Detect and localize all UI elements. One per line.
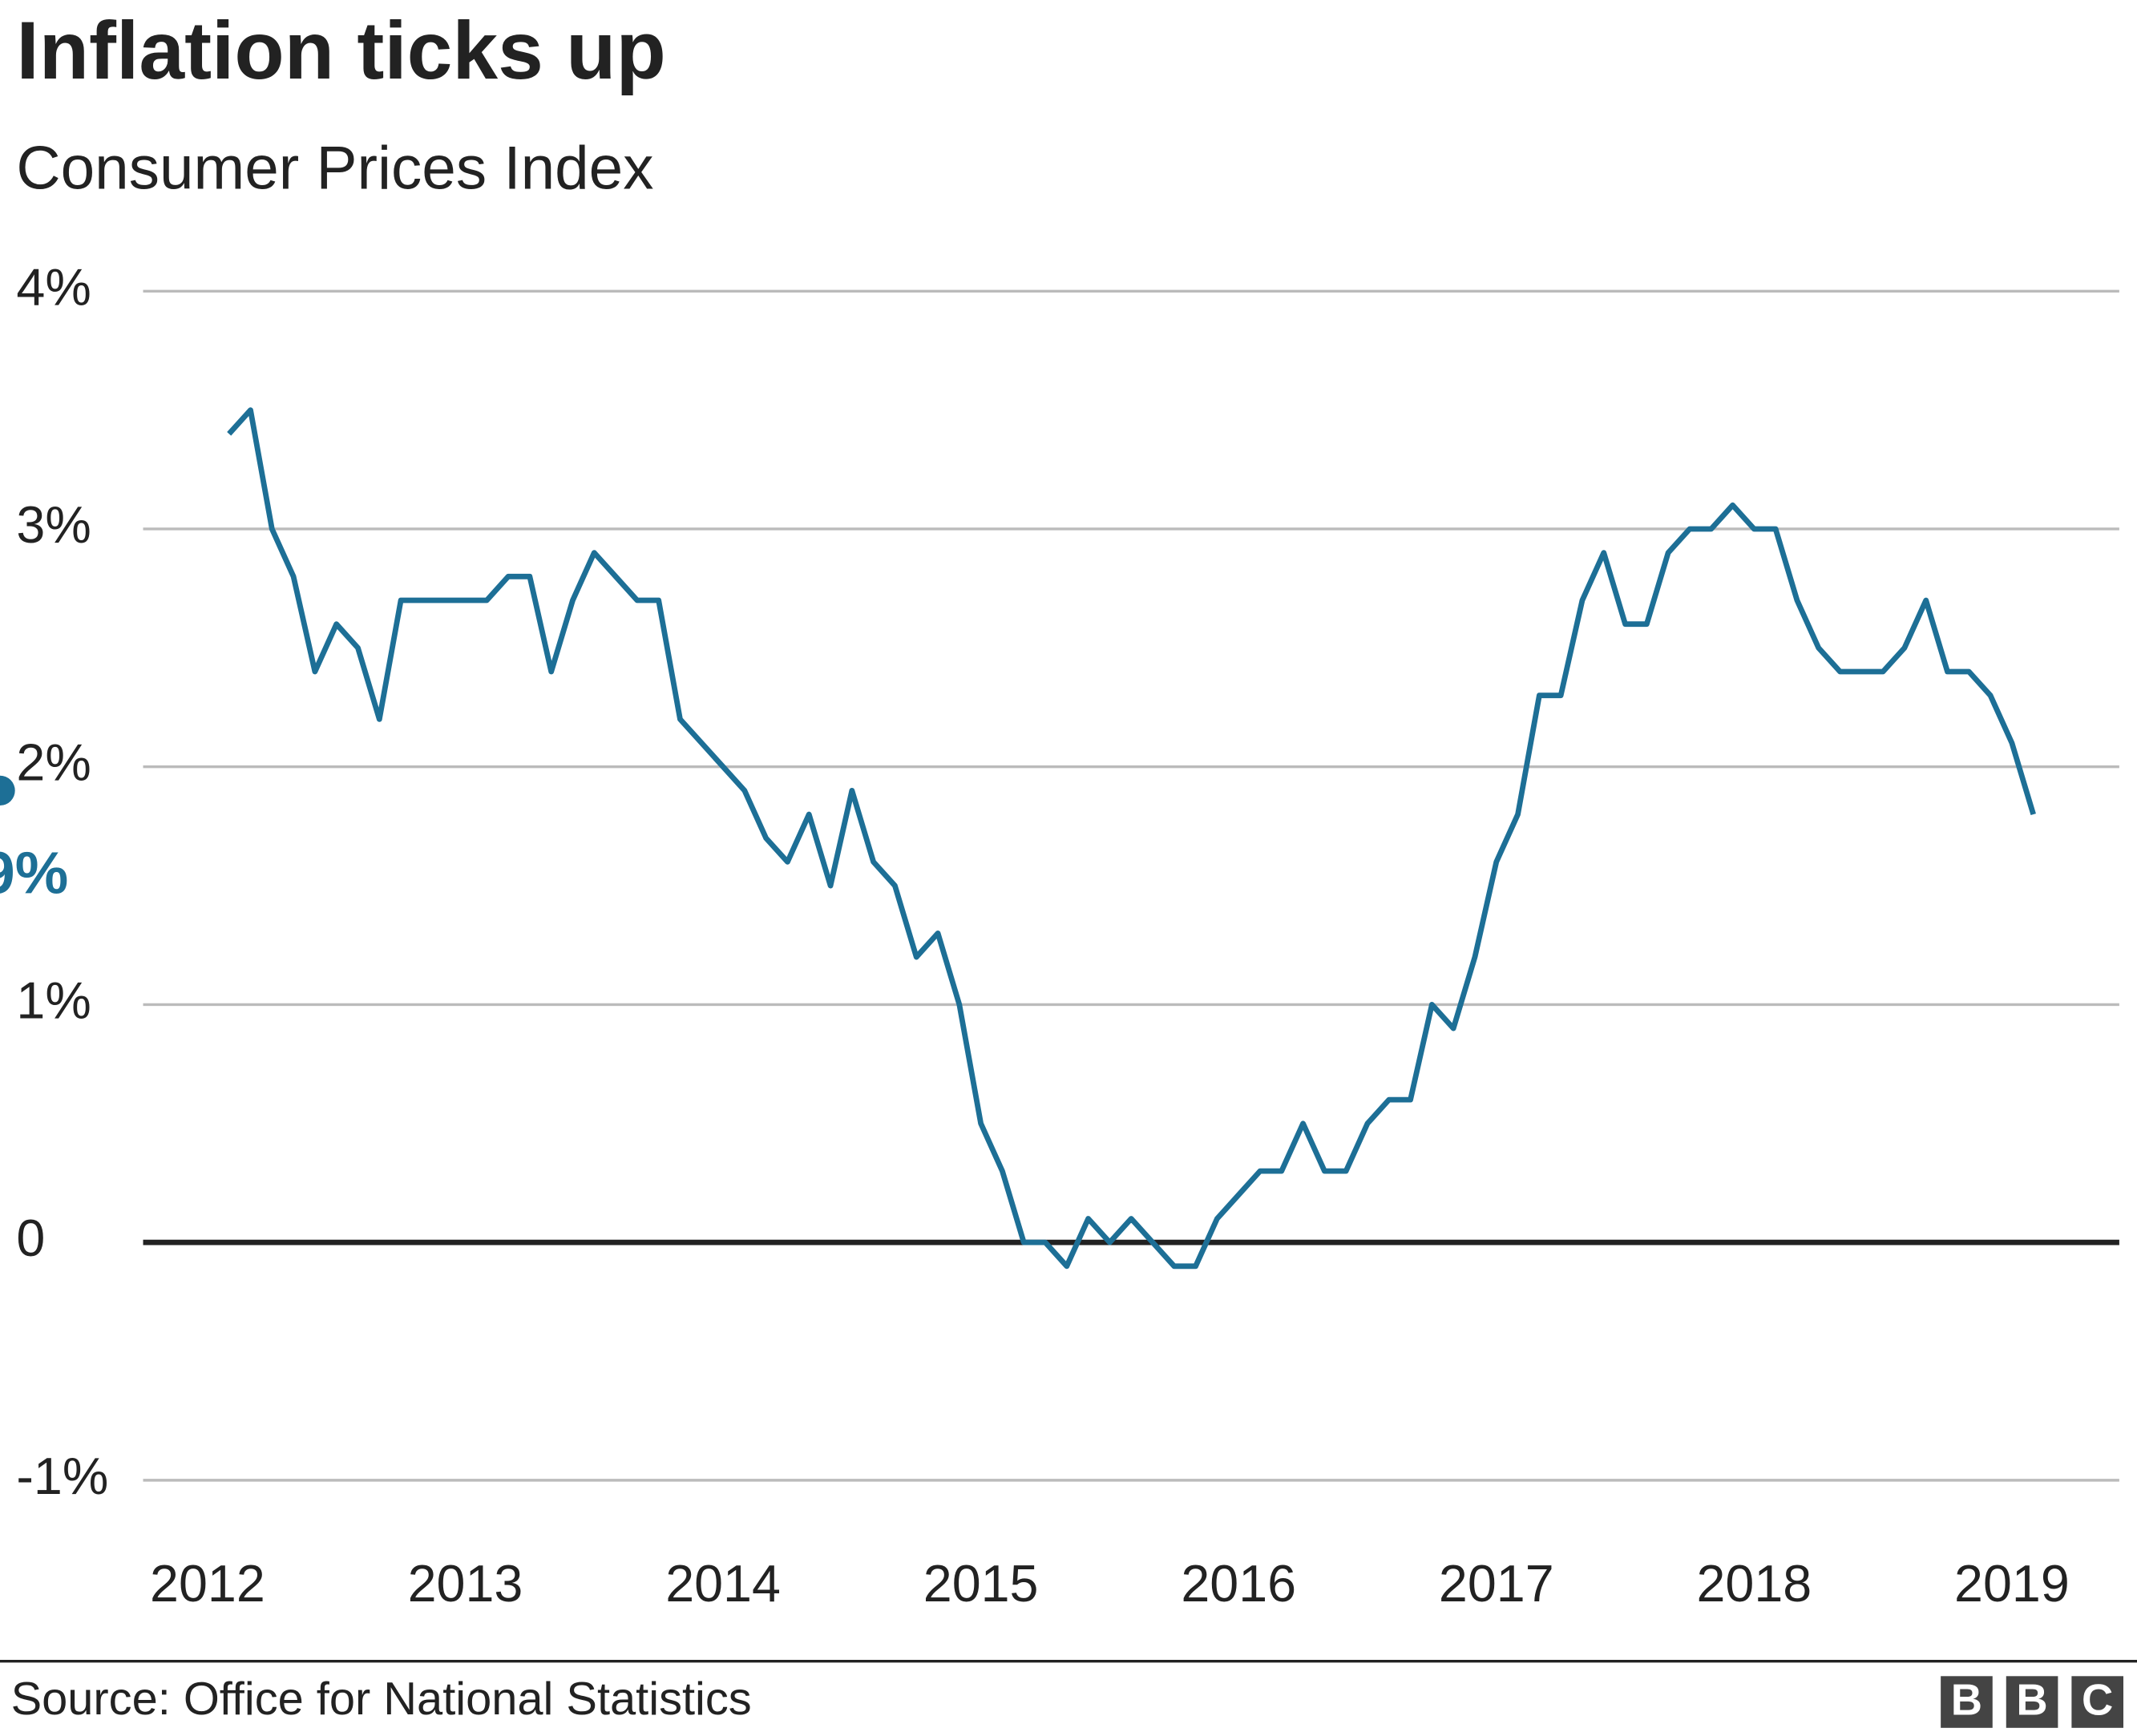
y-tick-label: 4% (16, 258, 91, 316)
y-tick-label: 0 (16, 1209, 45, 1267)
y-tick-label: -1% (16, 1447, 108, 1505)
line (227, 407, 2036, 1270)
x-tick-label: 2016 (1181, 1555, 1296, 1613)
x-tick-label: 2017 (1439, 1555, 1554, 1613)
chart-subtitle: Consumer Prices Index (16, 135, 653, 203)
x-tick-label: 2019 (1954, 1555, 2070, 1613)
y-tick-label: 1% (16, 972, 91, 1030)
x-tick-label: 2015 (923, 1555, 1039, 1613)
logo-letter: C (2082, 1676, 2113, 1725)
end-point (0, 775, 15, 806)
x-tick-label: 2013 (408, 1555, 523, 1613)
chart-title: Inflation ticks up (16, 5, 665, 96)
logo: B B C (1941, 1676, 2123, 1728)
end-label: 1.9% (0, 839, 68, 906)
y-tick-label: 2% (16, 734, 91, 792)
y-tick-label: 3% (16, 496, 91, 554)
x-tick-label: 2014 (665, 1555, 781, 1613)
logo-letter: B (1951, 1676, 1982, 1725)
x-tick-label: 2012 (150, 1555, 265, 1613)
logo-letter: B (2016, 1676, 2047, 1725)
source: Source: Office for National Statistics (11, 1673, 752, 1725)
x-tick-label: 2018 (1696, 1555, 1812, 1613)
